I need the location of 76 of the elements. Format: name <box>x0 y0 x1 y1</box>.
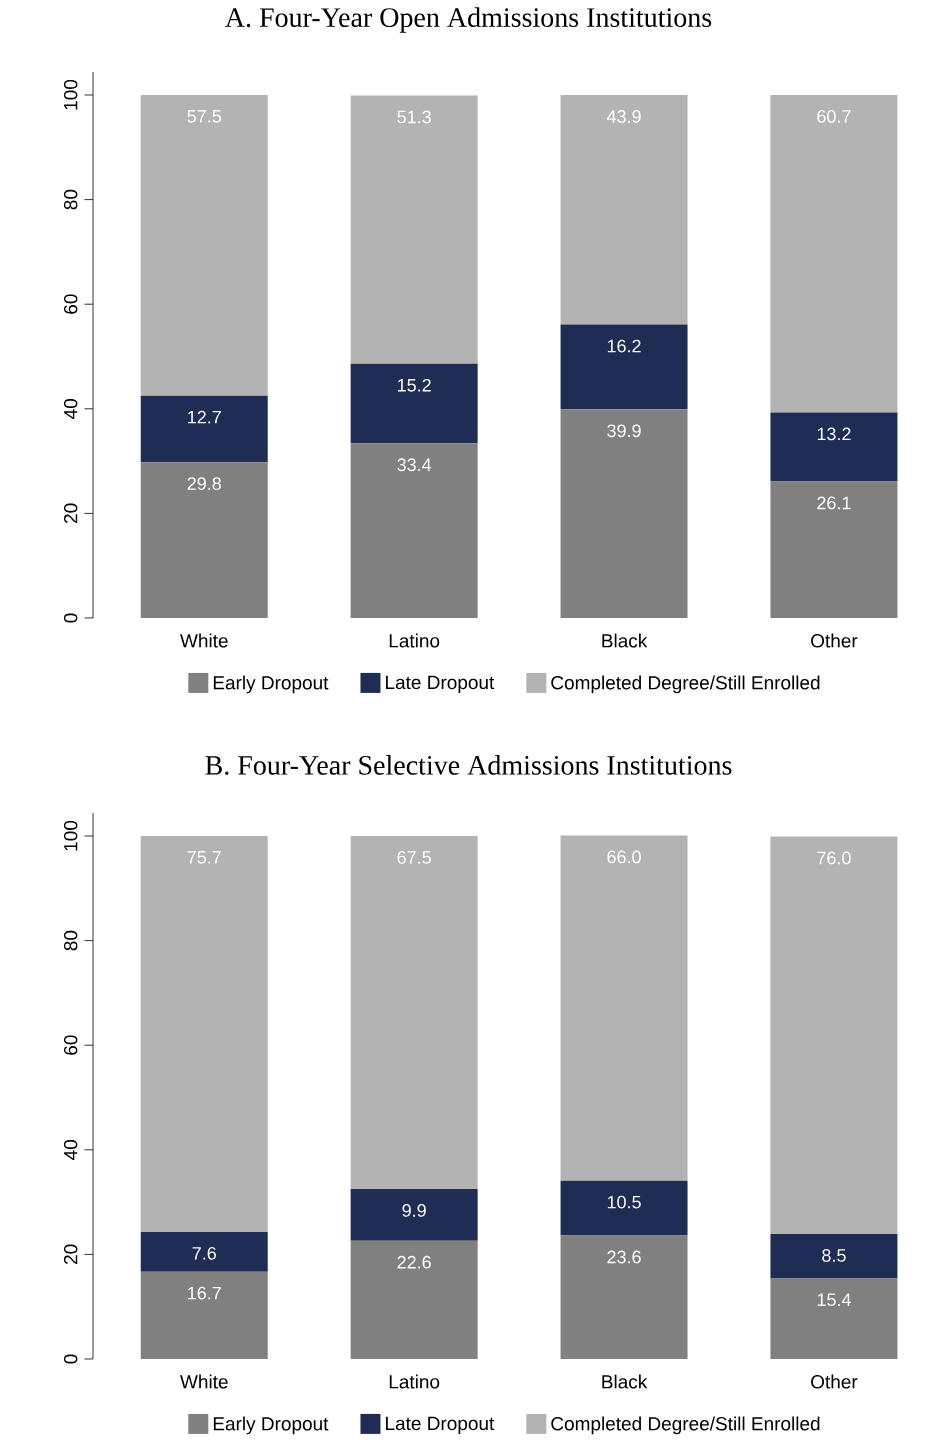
data-label: 15.4 <box>817 1293 851 1307</box>
legend-label: Early Dropout <box>213 675 329 694</box>
y-tick-label: 0 <box>63 1354 78 1364</box>
data-label: 15.2 <box>398 378 431 392</box>
data-label: 66.0 <box>607 850 641 864</box>
bar <box>560 409 688 618</box>
y-tick-label: 80 <box>63 930 78 951</box>
bar <box>350 1240 478 1359</box>
data-label: 29.8 <box>187 477 221 490</box>
bar <box>140 95 268 396</box>
bar <box>770 1278 898 1359</box>
data-label: 13.2 <box>817 427 851 441</box>
chart-title: A. Four-Year Open Admissions Institutions <box>225 7 712 33</box>
data-label: 23.6 <box>607 1250 641 1264</box>
bar <box>560 1235 688 1359</box>
y-tick-label: 60 <box>63 294 78 314</box>
x-tick-label: White <box>180 1374 228 1389</box>
bar <box>140 836 268 1232</box>
bar <box>560 835 688 1181</box>
x-tick-label: Other <box>811 633 858 648</box>
y-tick-label: 100 <box>63 79 78 110</box>
y-tick-label: 80 <box>63 189 78 210</box>
data-label: 16.7 <box>188 1286 221 1300</box>
bar <box>770 412 898 482</box>
data-label: 67.5 <box>397 851 431 864</box>
bar <box>350 95 478 364</box>
data-label: 39.9 <box>607 424 641 438</box>
bar <box>560 324 688 410</box>
data-label: 9.9 <box>402 1204 426 1217</box>
data-label: 43.9 <box>606 110 641 123</box>
data-label: 8.5 <box>822 1249 846 1262</box>
bar <box>140 395 268 463</box>
bar <box>770 1234 898 1279</box>
legend-label: Late Dropout <box>386 1416 495 1434</box>
legend-label: Completed Degree/Still Enrolled <box>551 675 820 694</box>
data-label: 26.1 <box>817 496 851 510</box>
bar <box>350 443 478 618</box>
bar <box>770 95 898 413</box>
data-label: 76.0 <box>817 851 851 865</box>
y-tick-label: 0 <box>63 613 78 623</box>
data-label: 16.2 <box>607 339 641 353</box>
data-label: 51.3 <box>397 110 431 124</box>
x-tick-label: Black <box>602 633 648 648</box>
x-tick-label: Latino <box>389 633 440 648</box>
y-tick-label: 40 <box>63 1139 78 1160</box>
y-tick-label: 20 <box>63 1244 78 1265</box>
bar <box>350 836 478 1190</box>
bar <box>140 1231 268 1272</box>
bar <box>560 1180 688 1236</box>
data-label: 57.5 <box>187 110 221 123</box>
x-tick-label: Latino <box>389 1374 440 1389</box>
bar <box>770 836 898 1234</box>
bar <box>140 1271 268 1359</box>
bar <box>560 95 688 325</box>
y-tick-label: 20 <box>63 503 78 524</box>
legend-label: Completed Degree/Still Enrolled <box>551 1416 820 1435</box>
data-label: 75.7 <box>187 851 221 864</box>
data-label: 10.5 <box>607 1195 641 1209</box>
x-tick-label: Other <box>811 1374 858 1389</box>
data-label: 60.7 <box>817 110 851 123</box>
legend-label: Early Dropout <box>213 1416 329 1435</box>
y-tick-label: 100 <box>63 820 78 851</box>
data-label: 12.7 <box>188 410 221 424</box>
bar <box>770 481 898 618</box>
bar <box>140 462 268 618</box>
data-label: 7.6 <box>192 1246 216 1260</box>
data-label: 22.6 <box>397 1255 431 1269</box>
y-tick-label: 60 <box>63 1035 78 1055</box>
bar <box>350 363 478 444</box>
data-label: 33.4 <box>397 458 432 472</box>
chart-title: B. Four-Year Selective Admissions Institutions <box>205 755 732 775</box>
legend-label: Late Dropout <box>386 675 495 693</box>
x-tick-label: White <box>180 633 228 648</box>
bar <box>350 1189 478 1241</box>
x-tick-label: Black <box>602 1374 648 1389</box>
y-tick-label: 40 <box>63 398 78 419</box>
